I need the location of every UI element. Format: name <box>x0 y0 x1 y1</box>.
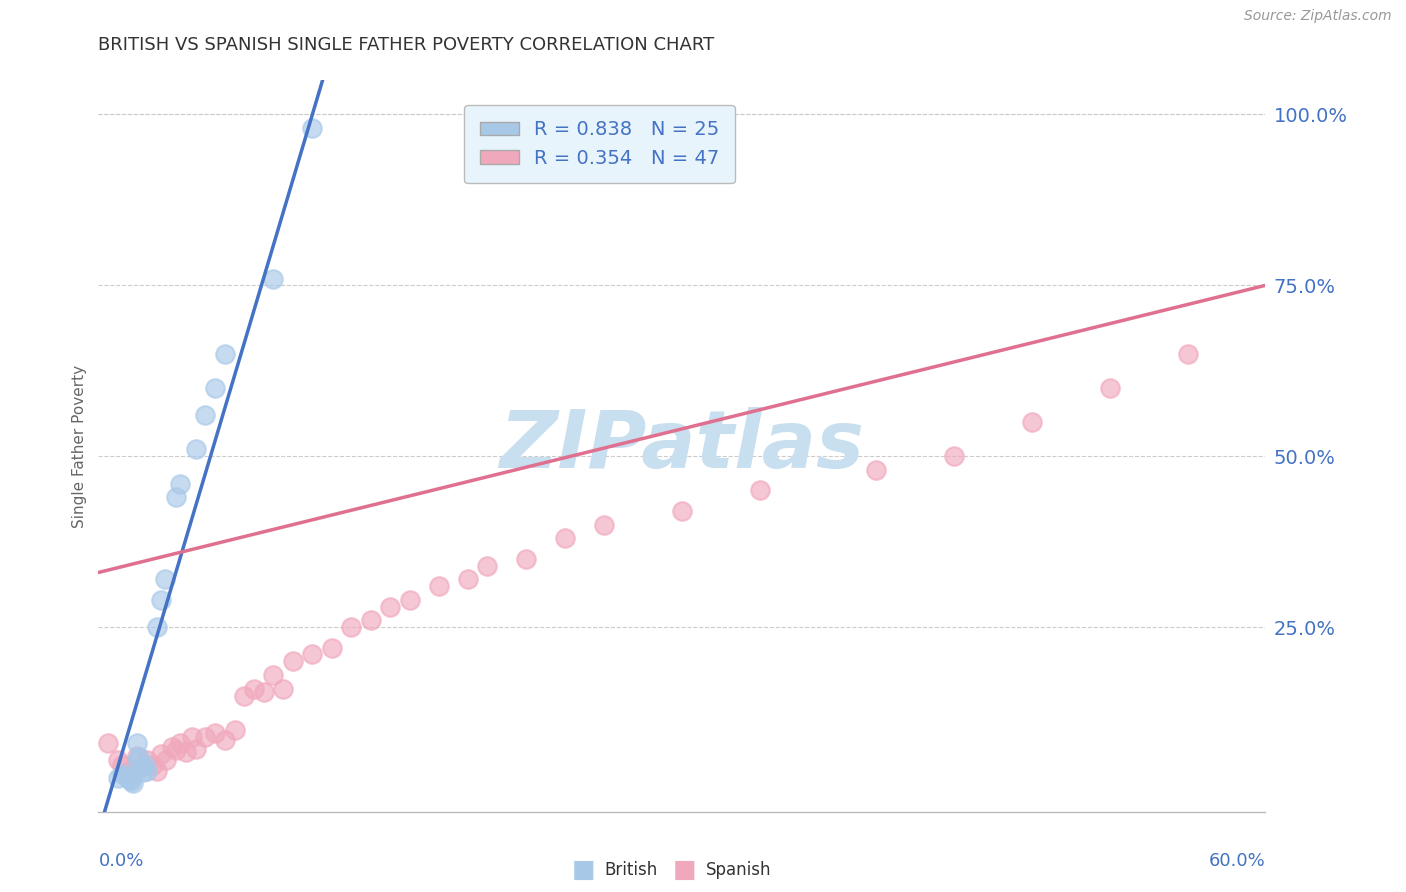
Point <box>169 736 191 750</box>
Text: ZIPatlas: ZIPatlas <box>499 407 865 485</box>
Point <box>865 463 887 477</box>
Point <box>515 551 537 566</box>
Point <box>554 531 576 545</box>
Point <box>127 748 149 763</box>
Point <box>155 754 177 768</box>
Point <box>204 381 226 395</box>
Point <box>146 620 169 634</box>
Point <box>136 754 159 768</box>
Point <box>184 741 207 756</box>
Point <box>943 449 966 463</box>
Point <box>180 730 202 744</box>
Point <box>174 745 197 759</box>
Point <box>214 733 236 747</box>
Point <box>457 572 479 586</box>
Point <box>671 504 693 518</box>
Point <box>194 409 217 423</box>
Point <box>281 654 304 668</box>
Point <box>153 572 176 586</box>
Point <box>127 754 149 768</box>
Point <box>224 723 246 737</box>
Point <box>146 764 169 778</box>
Point <box>114 769 136 783</box>
Point <box>149 747 172 761</box>
Point <box>132 765 155 780</box>
Point <box>262 271 284 285</box>
Text: ■: ■ <box>673 858 696 881</box>
Point <box>122 776 145 790</box>
Point <box>121 774 143 789</box>
Point <box>149 592 172 607</box>
Point <box>162 739 184 754</box>
Point <box>427 579 450 593</box>
Text: 60.0%: 60.0% <box>1209 852 1265 870</box>
Point <box>398 592 420 607</box>
Point <box>118 772 141 786</box>
Point <box>107 754 129 768</box>
Point <box>271 681 294 696</box>
Point <box>380 599 402 614</box>
Point <box>117 765 139 780</box>
Point <box>1177 347 1199 361</box>
Point <box>233 689 256 703</box>
Point <box>165 490 187 504</box>
Text: Spanish: Spanish <box>706 861 772 879</box>
Point <box>117 771 139 785</box>
Point <box>253 685 276 699</box>
Point <box>169 476 191 491</box>
Point <box>301 121 323 136</box>
Text: ■: ■ <box>572 858 595 881</box>
Point <box>184 442 207 457</box>
Point <box>142 758 165 772</box>
Point <box>129 760 152 774</box>
Point <box>204 726 226 740</box>
Text: Source: ZipAtlas.com: Source: ZipAtlas.com <box>1244 9 1392 23</box>
Point <box>360 613 382 627</box>
Text: 0.0%: 0.0% <box>98 852 143 870</box>
Point <box>107 771 129 785</box>
Point <box>1098 381 1121 395</box>
Text: BRITISH VS SPANISH SINGLE FATHER POVERTY CORRELATION CHART: BRITISH VS SPANISH SINGLE FATHER POVERTY… <box>98 36 714 54</box>
Point <box>111 758 134 772</box>
Point <box>262 668 284 682</box>
Point <box>593 517 616 532</box>
Point <box>340 620 363 634</box>
Point <box>127 736 149 750</box>
Point <box>1021 415 1043 429</box>
Point <box>128 750 150 764</box>
Text: British: British <box>605 861 658 879</box>
Point <box>194 730 217 744</box>
Point <box>165 743 187 757</box>
Point <box>321 640 343 655</box>
Point <box>477 558 499 573</box>
Point <box>97 736 120 750</box>
Point <box>134 758 156 772</box>
Point <box>111 767 134 781</box>
Point <box>129 760 152 774</box>
Point <box>748 483 770 498</box>
Point <box>122 767 145 781</box>
Point <box>136 764 159 778</box>
Legend: R = 0.838   N = 25, R = 0.354   N = 47: R = 0.838 N = 25, R = 0.354 N = 47 <box>464 104 735 184</box>
Point <box>301 648 323 662</box>
Point <box>243 681 266 696</box>
Point <box>214 347 236 361</box>
Y-axis label: Single Father Poverty: Single Father Poverty <box>72 365 87 527</box>
